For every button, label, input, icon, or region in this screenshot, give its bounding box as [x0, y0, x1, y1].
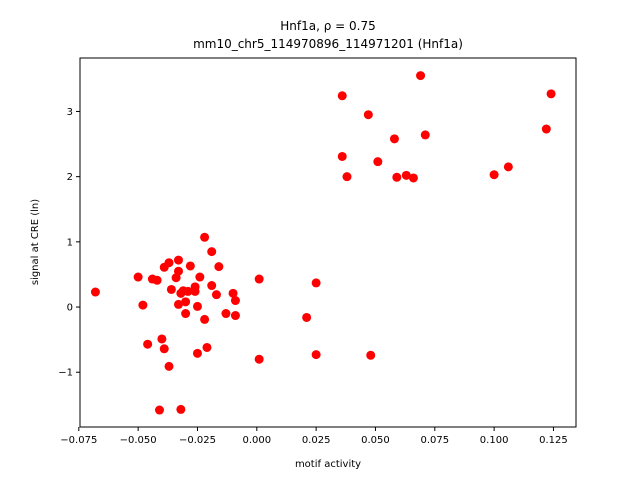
x-tick-label-1: −0.050: [120, 435, 157, 446]
data-point-60: [546, 89, 556, 99]
data-point-47: [342, 172, 352, 182]
data-point-21: [181, 309, 191, 319]
data-point-3: [143, 339, 153, 349]
data-point-14: [173, 255, 183, 265]
data-point-28: [195, 272, 205, 282]
data-point-6: [155, 405, 164, 415]
data-point-50: [373, 157, 383, 167]
data-point-31: [202, 342, 212, 352]
data-point-35: [214, 262, 224, 272]
data-point-26: [192, 301, 202, 311]
data-point-0: [90, 287, 100, 297]
x-tick-label-3: 0.000: [242, 435, 271, 446]
data-point-15: [173, 266, 183, 276]
data-point-39: [230, 311, 240, 321]
data-point-40: [254, 274, 264, 284]
x-tick-label-0: −0.075: [60, 435, 97, 446]
chart-title-line2: mm10_chr5_114970896_114971201 (Hnf1a): [193, 37, 463, 51]
data-point-37: [228, 288, 238, 298]
data-point-59: [541, 124, 551, 134]
data-point-16: [173, 299, 183, 309]
y-axis: −1 0 1 2 3: [58, 107, 80, 379]
data-point-43: [311, 278, 321, 288]
data-point-25: [190, 286, 200, 296]
data-point-27: [192, 348, 202, 358]
data-point-33: [207, 281, 217, 291]
data-point-10: [164, 258, 174, 268]
data-point-58: [503, 162, 513, 172]
data-point-46: [337, 91, 347, 101]
data-point-48: [363, 110, 373, 120]
y-tick-label-1: 0: [67, 303, 73, 314]
data-point-11: [164, 361, 174, 371]
y-axis-label: signal at CRE (ln): [30, 199, 41, 285]
plot-area-frame: [79, 57, 577, 428]
data-point-52: [392, 172, 402, 182]
data-point-18: [176, 404, 186, 414]
data-points: [90, 71, 556, 415]
x-tick-label-2: −0.025: [179, 435, 216, 446]
data-point-8: [159, 344, 169, 354]
y-tick-label-4: 3: [67, 107, 73, 118]
data-point-7: [157, 334, 167, 344]
data-point-54: [408, 173, 418, 183]
data-point-56: [420, 130, 430, 140]
data-point-20: [181, 297, 191, 307]
data-point-51: [389, 134, 399, 144]
data-point-32: [207, 247, 217, 257]
data-point-34: [211, 290, 221, 300]
data-point-23: [185, 261, 195, 271]
x-tick-label-4: 0.025: [302, 435, 331, 446]
x-axis: −0.075 −0.050 −0.025 0.000 0.025 0.050 0.075 0.…: [60, 427, 568, 446]
data-point-12: [166, 284, 176, 294]
data-point-30: [200, 314, 210, 324]
data-point-36: [221, 309, 231, 319]
data-point-41: [254, 354, 264, 364]
x-axis-label: motif activity: [295, 459, 361, 470]
x-tick-label-6: 0.075: [420, 435, 449, 446]
data-point-55: [416, 71, 426, 81]
data-point-53: [401, 170, 411, 180]
data-point-57: [489, 170, 499, 180]
data-point-45: [337, 151, 347, 161]
data-point-44: [311, 350, 321, 360]
x-tick-label-5: 0.050: [361, 435, 390, 446]
y-tick-label-2: 1: [67, 237, 73, 248]
data-point-1: [133, 272, 143, 282]
data-point-49: [366, 350, 376, 360]
data-point-42: [302, 312, 312, 322]
y-tick-label-0: −1: [58, 368, 73, 379]
data-point-5: [152, 275, 162, 285]
y-tick-label-3: 2: [67, 172, 73, 183]
chart-title-line1: Hnf1a, ρ = 0.75: [280, 19, 376, 33]
data-point-38: [230, 296, 240, 306]
x-tick-label-8: 0.125: [539, 435, 568, 446]
data-point-29: [200, 232, 210, 242]
data-point-22: [183, 286, 193, 296]
data-point-2: [138, 300, 148, 310]
x-tick-label-7: 0.100: [480, 435, 509, 446]
